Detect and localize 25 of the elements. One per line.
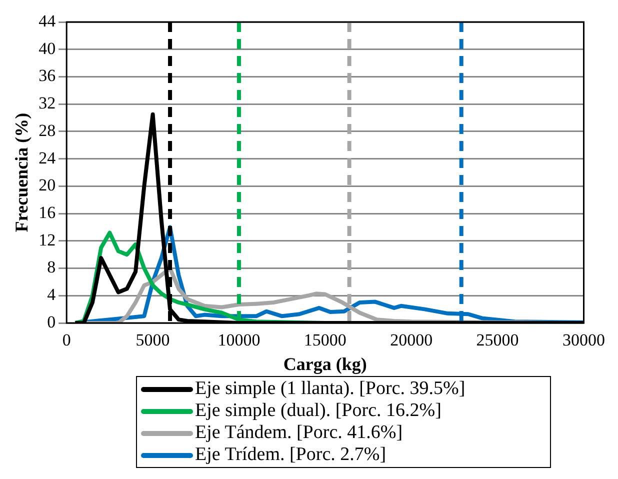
x-tick-label: 5000 bbox=[136, 330, 170, 350]
y-tick-label: 28 bbox=[38, 120, 56, 140]
legend-label: Eje Trídem. [Porc. 2.7%] bbox=[195, 444, 386, 466]
y-tick-label: 24 bbox=[38, 148, 56, 168]
y-tick-label: 40 bbox=[38, 38, 56, 58]
legend-label: Eje simple (1 llanta). [Porc. 39.5%] bbox=[195, 378, 466, 400]
y-tick-label: 8 bbox=[47, 258, 56, 277]
legend-label: Eje Tándem. [Porc. 41.6%] bbox=[195, 422, 403, 444]
y-tick-label: 32 bbox=[38, 94, 56, 113]
y-tick-label: 12 bbox=[38, 230, 56, 250]
x-tick-label: 10000 bbox=[218, 330, 260, 350]
y-tick-label: 4 bbox=[47, 285, 56, 304]
x-tick-label: 25000 bbox=[476, 330, 519, 350]
x-tick-label: 0 bbox=[62, 330, 71, 350]
y-tick-label: 16 bbox=[38, 203, 56, 222]
x-tick-label: 15000 bbox=[304, 330, 346, 350]
legend-label: Eje simple (dual). [Porc. 16.2%] bbox=[195, 400, 442, 422]
x-axis-title: Carga (kg) bbox=[283, 354, 367, 374]
x-tick-label: 20000 bbox=[390, 330, 433, 350]
y-tick-label: 44 bbox=[38, 11, 56, 30]
x-tick-label: 30000 bbox=[562, 330, 605, 350]
y-tick-label: 20 bbox=[38, 176, 56, 195]
y-tick-label: 36 bbox=[38, 66, 56, 86]
y-axis-title: Frecuencia (%) bbox=[11, 112, 32, 232]
y-tick-label: 0 bbox=[47, 312, 56, 332]
